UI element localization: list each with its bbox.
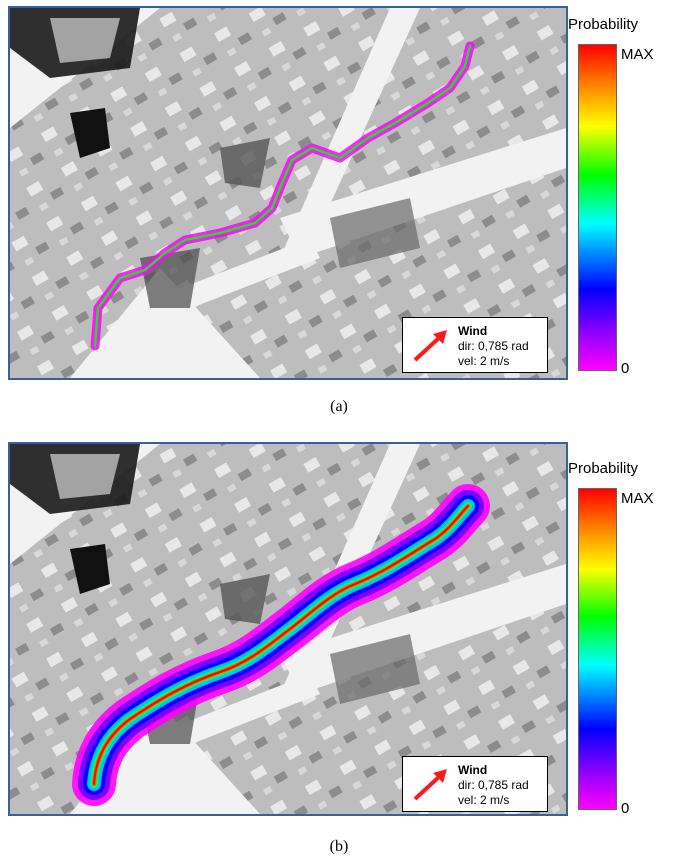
map-panel-b: Wind dir: 0,785 rad vel: 2 m/s (8, 442, 568, 816)
colorbar-min-label-b: 0 (621, 800, 630, 817)
wind-arrow-icon (413, 769, 447, 801)
probability-band (72, 484, 490, 806)
wind-title: Wind (458, 763, 488, 777)
map-panel-a: Wind dir: 0,785 rad vel: 2 m/s (8, 6, 568, 380)
colorbar-a (578, 44, 617, 371)
caption-b: (b) (329, 838, 349, 855)
wind-arrow-icon (413, 330, 447, 362)
colorbar-max-label-b: MAX (621, 490, 654, 507)
wind-velocity: vel: 2 m/s (458, 354, 510, 368)
terrain-map-a (10, 8, 566, 378)
colorbar-max-label-a: MAX (621, 46, 654, 63)
wind-direction: dir: 0,785 rad (458, 778, 529, 792)
wind-info-box-b: Wind dir: 0,785 rad vel: 2 m/s (402, 756, 548, 812)
colorbar-b (578, 488, 617, 810)
colorbar-title-b: Probability (568, 460, 639, 477)
colorbar-title-a: Probability (568, 16, 639, 33)
wind-info-box-a: Wind dir: 0,785 rad vel: 2 m/s (402, 317, 548, 373)
trajectory-line (93, 44, 472, 348)
caption-a: (a) (330, 398, 348, 415)
wind-velocity: vel: 2 m/s (458, 793, 510, 807)
terrain-map-b (10, 444, 566, 814)
wind-title: Wind (458, 324, 488, 338)
wind-direction: dir: 0,785 rad (458, 339, 529, 353)
colorbar-min-label-a: 0 (621, 360, 630, 377)
